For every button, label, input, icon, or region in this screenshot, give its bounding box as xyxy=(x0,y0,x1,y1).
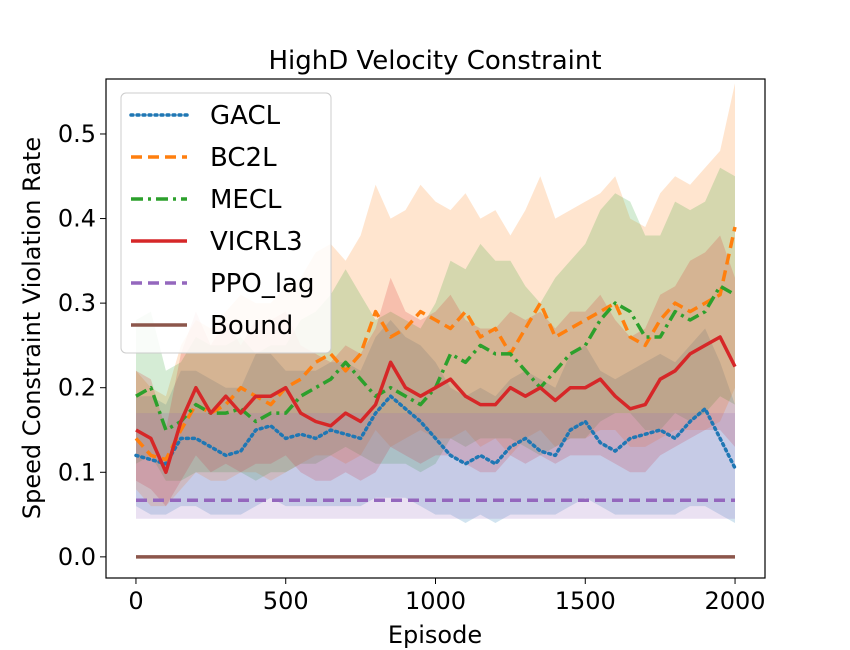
y-tick-label: 0.4 xyxy=(58,205,96,233)
x-tick-label: 500 xyxy=(263,587,309,615)
legend: GACL BC2L MECL VICRL3 PPO_lag Bound xyxy=(120,92,332,354)
legend-label-bc2l: BC2L xyxy=(210,143,277,173)
chart-title: HighD Velocity Constraint xyxy=(268,46,601,76)
x-axis-label: Episode xyxy=(388,621,482,649)
x-tick-label: 0 xyxy=(128,587,143,615)
bc2l-line xyxy=(134,226,737,462)
y-tick-label: 0.3 xyxy=(58,289,96,317)
mecl-band xyxy=(136,167,735,481)
gacl-line xyxy=(134,394,737,470)
bc2l-band xyxy=(136,83,735,507)
gacl-band xyxy=(136,320,735,523)
y-tick-label: 0.0 xyxy=(58,543,96,571)
x-tick-label: 1000 xyxy=(405,587,466,615)
x-tick-label: 1500 xyxy=(555,587,616,615)
vicrl3-line xyxy=(135,335,737,475)
x-tick-label: 2000 xyxy=(705,587,766,615)
y-tick-label: 0.5 xyxy=(58,120,96,148)
confidence-bands xyxy=(136,83,735,523)
legend-label-vicrl3: VICRL3 xyxy=(210,227,303,257)
legend-label-bound: Bound xyxy=(210,311,293,341)
y-axis-ticks: 0.0 0.1 0.2 0.3 0.4 0.5 xyxy=(58,120,106,571)
ppo-lag-band xyxy=(136,413,735,519)
series-lines xyxy=(134,226,737,559)
y-axis-label: Speed Constraint Violation Rate xyxy=(18,137,46,519)
legend-label-gacl: GACL xyxy=(210,101,281,131)
legend-label-ppo-lag: PPO_lag xyxy=(210,269,314,299)
x-axis-ticks: 0 500 1000 1500 2000 xyxy=(128,578,766,615)
y-tick-label: 0.1 xyxy=(58,458,96,486)
legend-label-mecl: MECL xyxy=(210,185,282,215)
y-tick-label: 0.2 xyxy=(58,374,96,402)
